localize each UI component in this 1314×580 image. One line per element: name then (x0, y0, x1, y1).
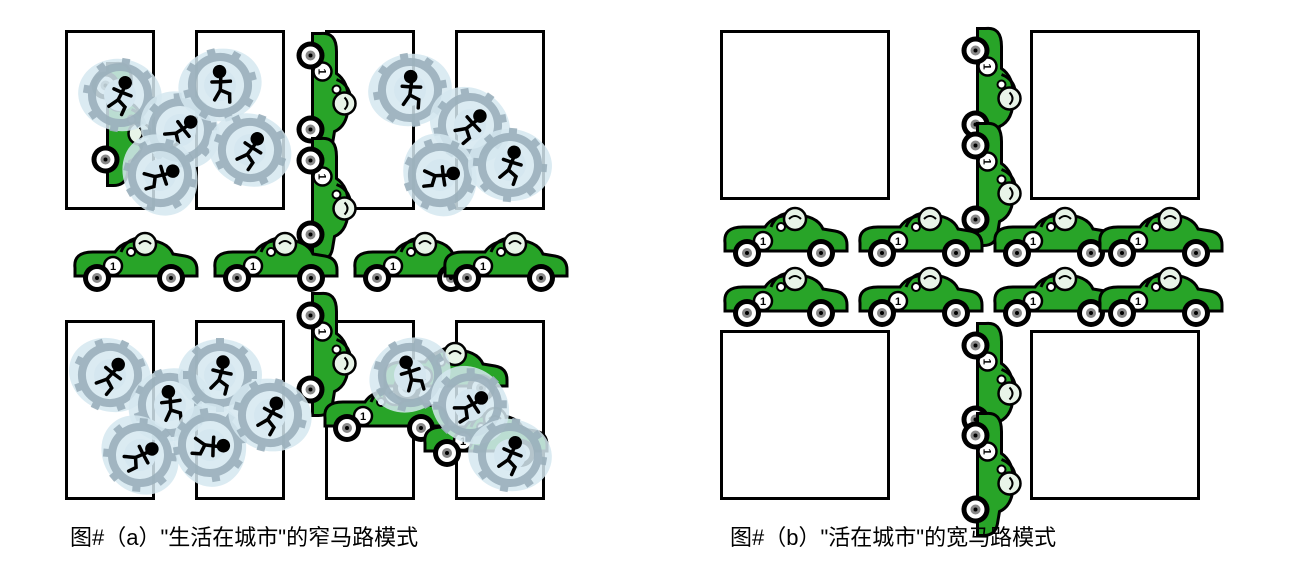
car-icon (715, 205, 850, 267)
running-gear-icon (461, 116, 559, 214)
city-block (720, 330, 890, 500)
car-icon (850, 205, 985, 267)
city-block (720, 30, 890, 200)
car-icon (962, 404, 1024, 539)
car-icon (715, 265, 850, 327)
city-block (1030, 330, 1200, 500)
car-icon (1090, 205, 1225, 267)
caption-right: 图#（b）"活在城市"的宽马路模式 (730, 520, 1056, 552)
car-icon (65, 230, 200, 292)
running-gear-icon (458, 403, 562, 507)
city-block (1030, 30, 1200, 200)
caption-left: 图#（a）"生活在城市"的窄马路模式 (70, 520, 418, 552)
car-icon (1090, 265, 1225, 327)
car-icon (435, 230, 570, 292)
panel-right (720, 30, 1200, 500)
panel-left (65, 30, 545, 500)
